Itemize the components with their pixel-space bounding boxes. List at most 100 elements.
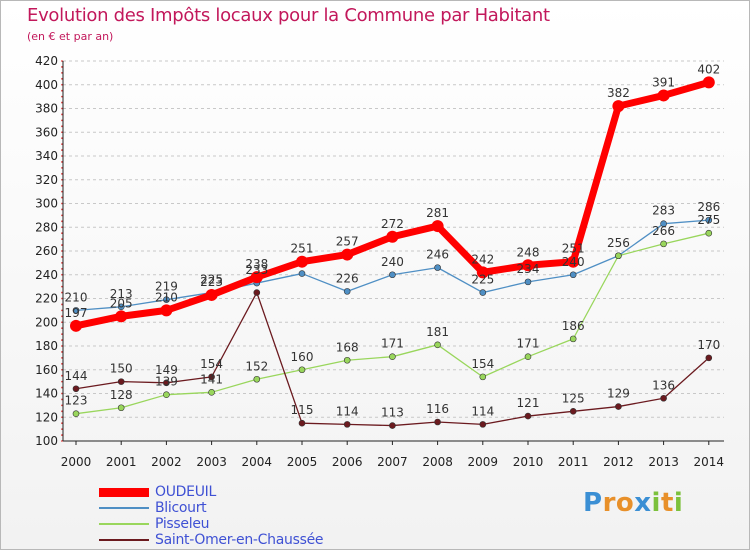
y-axis-minor-tick [61, 273, 63, 276]
data-label-oudeuil: 382 [607, 86, 630, 100]
data-point-pisseleu [479, 373, 487, 381]
y-tick-label: 280 [35, 220, 58, 234]
legend-label: OUDEUIL [155, 484, 216, 500]
y-tick-label: 320 [35, 173, 58, 187]
y-axis-minor-tick [61, 83, 63, 86]
y-axis-minor-tick [61, 368, 63, 371]
data-label-saint-omer-en-chauss-e: 116 [426, 402, 449, 416]
data-label-pisseleu: 154 [471, 357, 494, 371]
data-label-oudeuil: 205 [110, 296, 133, 310]
legend-item: Pisseleu [99, 516, 323, 532]
legend-item: Saint-Omer-en-Chaussée [99, 532, 324, 548]
legend-swatch [99, 539, 149, 541]
y-axis-minor-tick [61, 208, 63, 211]
y-tick-label: 220 [35, 292, 58, 306]
data-label-oudeuil: 251 [291, 242, 314, 256]
data-point-pisseleu [434, 341, 441, 349]
proxiti-logo: Proxiti [583, 488, 684, 518]
data-label-pisseleu: 160 [291, 350, 314, 364]
y-axis-minor-tick [61, 380, 63, 383]
y-axis-minor-tick [61, 428, 63, 431]
data-label-blicourt: 286 [697, 200, 720, 214]
y-axis-minor-tick [61, 434, 63, 436]
legend-label: Saint-Omer-en-Chaussée [155, 532, 324, 548]
y-axis-minor-tick [61, 155, 63, 157]
x-tick-label: 2012 [603, 455, 634, 469]
data-point-pisseleu [117, 404, 125, 412]
y-axis-minor-tick [61, 315, 63, 318]
data-point-blicourt [343, 288, 351, 295]
y-axis-minor-tick [61, 226, 63, 229]
y-axis-minor-tick [61, 440, 63, 442]
data-point-saint-omer-en-chauss-e [569, 408, 577, 415]
data-point-oudeuil [250, 271, 263, 284]
x-tick-label: 2002 [151, 455, 182, 469]
data-label-blicourt: 256 [607, 236, 630, 250]
data-label-saint-omer-en-chauss-e: 114 [471, 404, 494, 418]
data-point-blicourt [524, 278, 532, 286]
x-tick-label: 2008 [422, 455, 453, 469]
y-axis-minor-tick [61, 327, 63, 330]
data-point-saint-omer-en-chauss-e [524, 412, 532, 420]
data-point-oudeuil [341, 248, 354, 261]
x-tick-label: 2006 [332, 455, 363, 469]
data-point-oudeuil [386, 230, 399, 243]
data-point-pisseleu [389, 353, 396, 360]
y-axis-minor-tick [61, 232, 63, 235]
data-label-blicourt: 246 [426, 248, 449, 262]
y-axis-minor-tick [61, 333, 63, 336]
data-point-pisseleu [705, 229, 713, 237]
y-axis-minor-tick [61, 238, 63, 241]
data-point-blicourt [298, 270, 306, 277]
y-axis-minor-tick [61, 309, 63, 312]
data-point-oudeuil [612, 100, 625, 113]
data-label-saint-omer-en-chauss-e: 115 [291, 403, 314, 417]
data-label-saint-omer-en-chauss-e: 136 [652, 378, 675, 392]
legend-swatch [99, 487, 149, 497]
y-axis-minor-tick [61, 339, 63, 341]
y-axis-minor-tick [61, 410, 63, 413]
data-label-oudeuil: 223 [200, 275, 223, 289]
data-point-saint-omer-en-chauss-e [72, 385, 80, 393]
data-label-blicourt: 226 [336, 271, 359, 285]
data-label-saint-omer-en-chauss-e: 170 [697, 338, 720, 352]
data-label-blicourt: 210 [65, 290, 88, 304]
y-axis-minor-tick [61, 297, 63, 300]
data-point-saint-omer-en-chauss-e [389, 422, 396, 429]
data-point-saint-omer-en-chauss-e [434, 418, 441, 426]
data-point-pisseleu [163, 391, 170, 398]
y-axis-minor-tick [61, 256, 63, 258]
y-axis-minor-tick [61, 161, 63, 163]
y-axis-minor-tick [61, 321, 63, 324]
data-label-pisseleu: 128 [110, 388, 133, 402]
data-label-oudeuil: 238 [245, 257, 268, 271]
y-tick-label: 260 [35, 244, 58, 258]
x-tick-label: 2011 [558, 455, 589, 469]
data-point-oudeuil [522, 259, 534, 272]
x-tick-label: 2009 [468, 455, 499, 469]
y-axis-minor-tick [61, 351, 63, 353]
y-axis-minor-tick [61, 398, 63, 401]
data-point-oudeuil [205, 288, 218, 301]
data-point-saint-omer-en-chauss-e [208, 373, 215, 381]
data-label-oudeuil: 391 [652, 75, 675, 89]
data-point-pisseleu [72, 410, 80, 417]
y-axis-minor-tick [61, 267, 63, 270]
data-point-oudeuil [115, 310, 128, 323]
x-tick-label: 2014 [694, 455, 725, 469]
data-label-blicourt: 213 [110, 287, 133, 301]
y-tick-label: 360 [35, 125, 58, 139]
legend-item: OUDEUIL [99, 484, 323, 500]
data-point-pisseleu [569, 335, 577, 343]
data-label-blicourt: 234 [517, 262, 540, 276]
x-tick-label: 2000 [61, 455, 92, 469]
y-tick-label: 300 [35, 197, 58, 211]
y-axis-minor-tick [61, 202, 63, 205]
data-label-saint-omer-en-chauss-e: 121 [517, 396, 540, 410]
data-label-oudeuil: 248 [517, 245, 540, 259]
y-tick-label: 140 [35, 387, 58, 401]
y-axis-minor-tick [61, 362, 63, 365]
data-label-oudeuil: 257 [336, 235, 359, 249]
